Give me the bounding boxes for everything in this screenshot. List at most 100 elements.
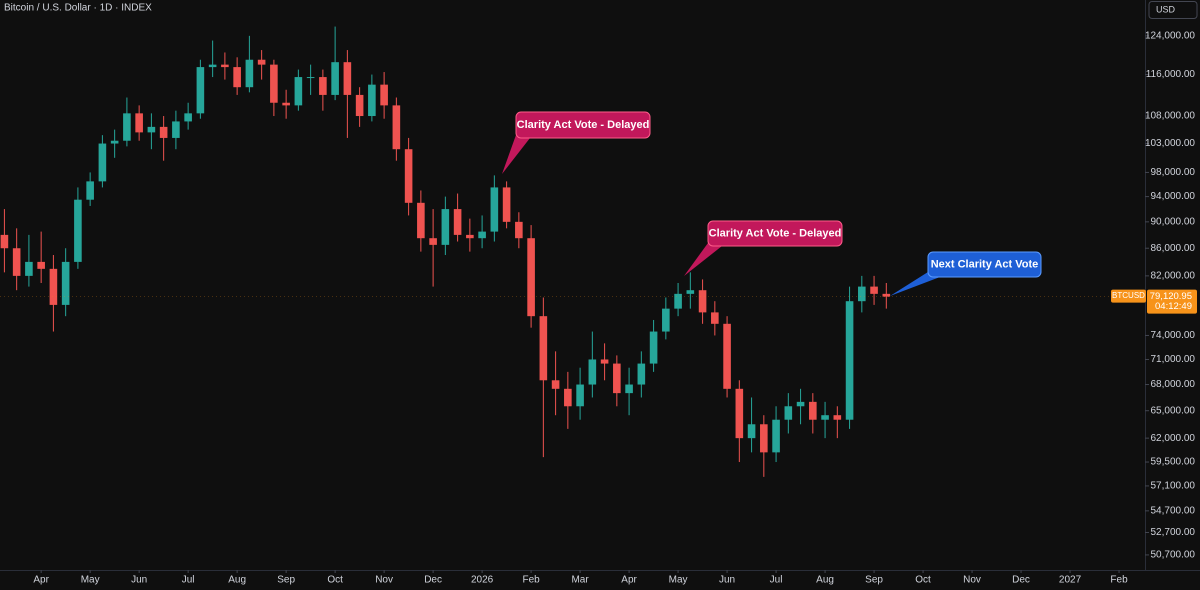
candle-body [478, 231, 486, 239]
x-tick-label: Oct [915, 575, 931, 586]
y-tick-label: 108,000.00 [1145, 111, 1195, 122]
x-tick-label: Nov [375, 575, 393, 586]
candle-body [282, 102, 290, 106]
candle-body [294, 77, 303, 106]
candle-body [172, 121, 180, 138]
candle-body [649, 331, 658, 364]
candle-body [466, 234, 474, 239]
callout-box [707, 220, 843, 247]
currency-button[interactable] [1148, 1, 1198, 19]
candle-body [845, 301, 854, 420]
candle-body [833, 415, 842, 420]
candle-body [233, 67, 241, 88]
x-tick-label: Oct [327, 575, 343, 586]
y-tick-label: 74,000.00 [1151, 330, 1196, 341]
candle-body [674, 293, 682, 309]
candle-body [257, 59, 266, 65]
y-tick-label: 65,000.00 [1151, 405, 1196, 416]
candle-body [86, 181, 94, 200]
candle-body [772, 419, 780, 453]
candle-body [404, 149, 413, 203]
y-tick-label: 68,000.00 [1151, 379, 1196, 390]
x-tick-label: May [81, 575, 100, 586]
candle-body [576, 384, 584, 407]
x-tick-label: Dec [1012, 575, 1030, 586]
chart-title: Bitcoin / U.S. Dollar · 1D · INDEX [4, 3, 152, 14]
symbol-label: BTCUSD [1112, 291, 1145, 300]
callout-box [927, 251, 1042, 278]
candle-body [502, 187, 511, 222]
callout-text: Next Clarity Act Vote [931, 258, 1039, 270]
candle-body [515, 221, 523, 239]
candle-body [25, 261, 33, 276]
y-tick-label: 90,000.00 [1151, 216, 1196, 227]
x-tick-label: Sep [277, 575, 295, 586]
callout-pointer [684, 243, 722, 276]
candle-body [796, 401, 805, 407]
candle-body [809, 401, 817, 420]
y-tick-label: 116,000.00 [1146, 69, 1196, 80]
candle-body [698, 290, 707, 313]
candle-body [306, 77, 315, 79]
annotation: Clarity Act Vote - Delayed [502, 111, 651, 174]
candle-body [453, 209, 462, 235]
x-tick-label: Aug [228, 575, 246, 586]
y-tick-label: 94,000.00 [1151, 191, 1196, 202]
x-tick-label: Mar [571, 575, 589, 586]
candle-body [74, 199, 82, 262]
candle-body [735, 388, 744, 439]
candle-body [588, 359, 597, 385]
candle-body [159, 126, 168, 138]
candle-body [331, 62, 339, 95]
candle-body [662, 308, 670, 332]
candle-body [637, 363, 646, 385]
candle-body [98, 143, 107, 182]
callout-pointer [890, 272, 940, 296]
plot [0, 26, 1145, 477]
candle-body [135, 113, 143, 133]
candle-body [12, 248, 21, 276]
candle-body [686, 290, 695, 294]
y-tick-label: 57,100.00 [1151, 481, 1196, 492]
symbol-tag [1111, 289, 1146, 303]
candle-body [527, 238, 535, 317]
y-tick-label: 59,500.00 [1151, 457, 1196, 468]
y-tick-label: 71,000.00 [1151, 354, 1196, 365]
x-tick-label: Feb [522, 575, 540, 586]
candle-body [49, 268, 58, 305]
x-tick-label: 2027 [1059, 575, 1082, 586]
candle-body [184, 113, 192, 122]
x-tick-label: Jun [131, 575, 147, 586]
candle-body [625, 384, 633, 394]
candle-body [564, 388, 572, 407]
candle-body [380, 84, 388, 106]
candle-body [147, 126, 156, 133]
y-tick-label: 86,000.00 [1151, 243, 1196, 254]
candle-body [490, 187, 499, 232]
candle-body [858, 286, 866, 302]
candle-body [343, 62, 352, 95]
x-tick-label: Feb [1110, 575, 1128, 586]
x-tick-label: Jun [719, 575, 735, 586]
candle-body [37, 261, 45, 269]
y-tick-label: 98,000.00 [1151, 167, 1196, 178]
candle-body [61, 261, 70, 305]
candle-body [208, 64, 217, 68]
candle-body [319, 77, 327, 95]
annotation: Next Clarity Act Vote [890, 251, 1042, 296]
candle-body [429, 238, 437, 245]
x-tick-label: Sep [865, 575, 883, 586]
candle-body [221, 64, 229, 68]
y-tick-label: 124,000.00 [1145, 30, 1195, 41]
candle-body [747, 424, 756, 439]
callout-pointer [502, 135, 530, 174]
x-tick-label: Jul [182, 575, 195, 586]
currency-label[interactable]: USD [1156, 4, 1176, 14]
candle-body [882, 293, 891, 297]
candle-body [355, 94, 364, 117]
x-tick-label: Jul [770, 575, 783, 586]
candle-body [870, 286, 878, 294]
